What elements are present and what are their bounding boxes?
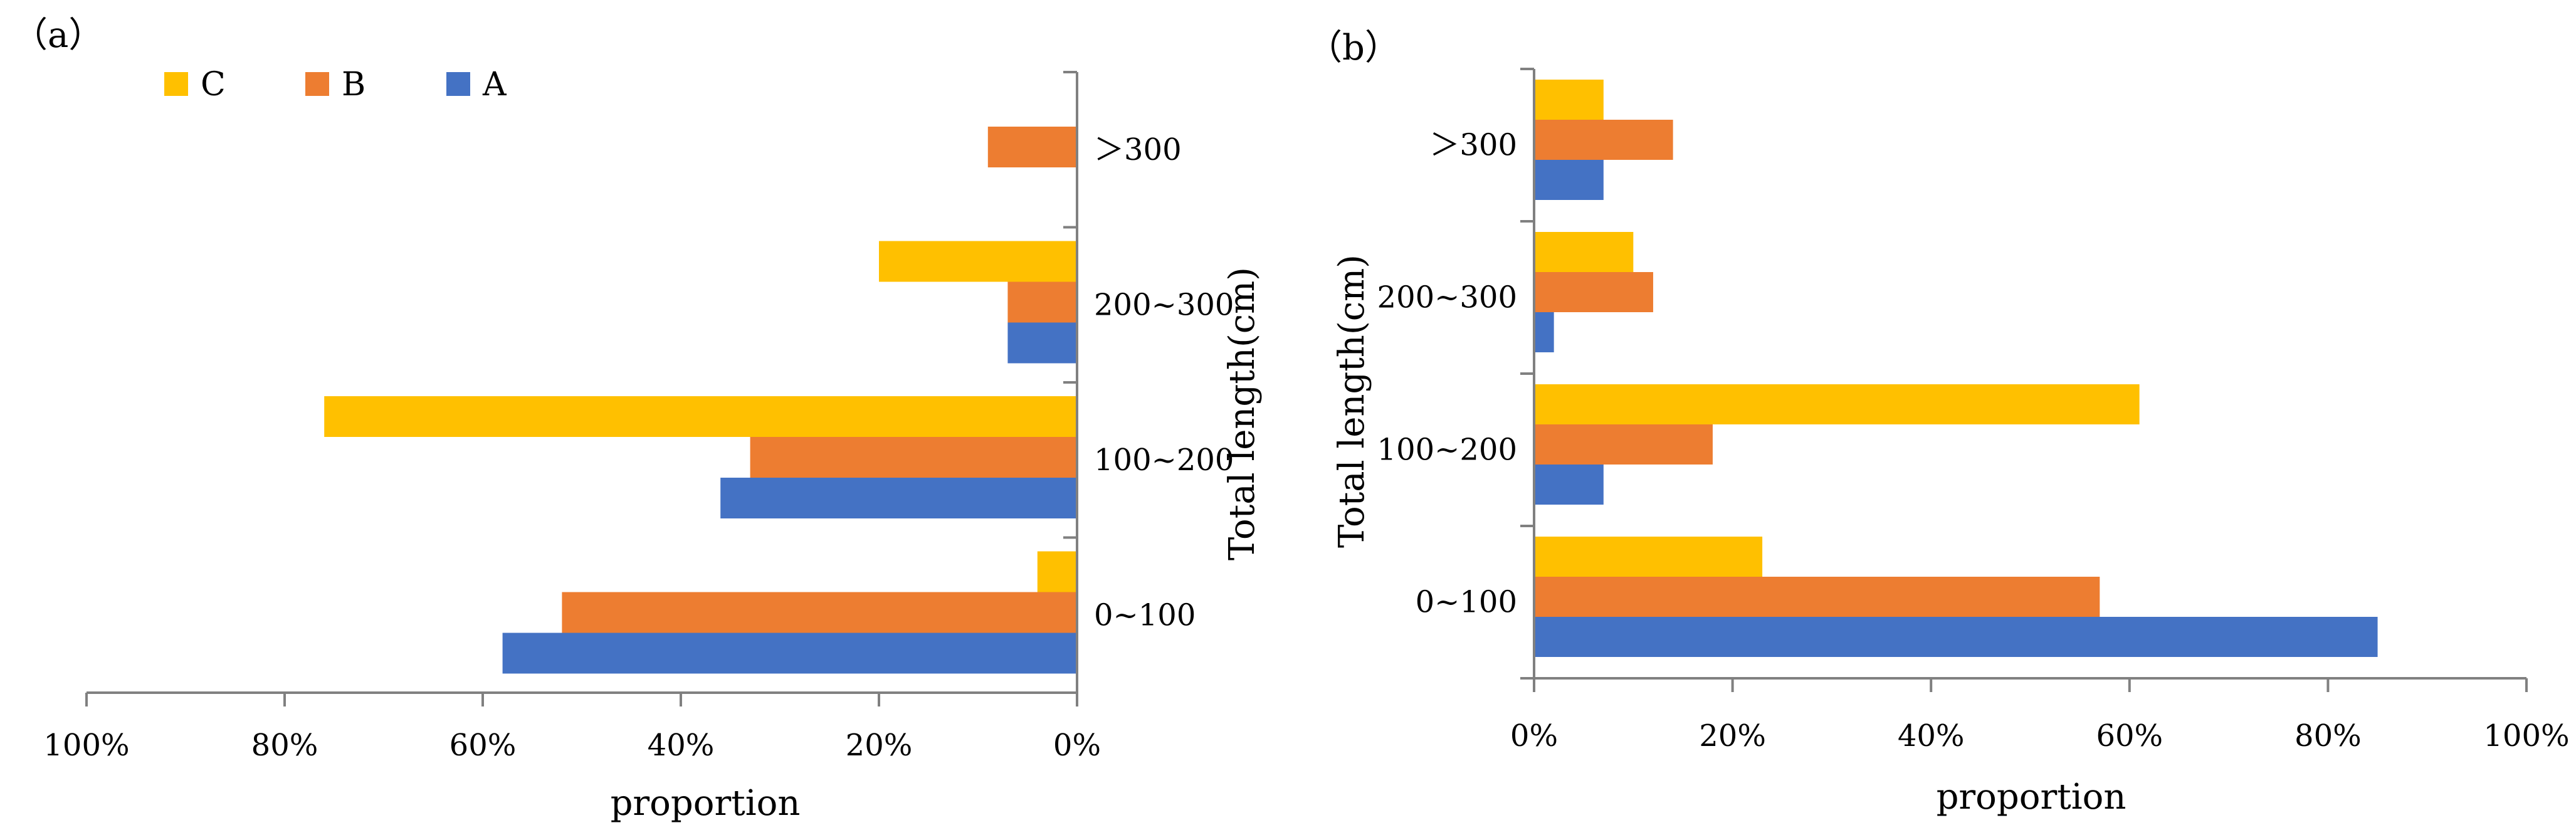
x-tick-label-a-4: 20% [846, 728, 913, 763]
x-tick-label-b-1: 20% [1699, 718, 1766, 754]
panel-a-x-ticks: 100% 80% 60% 40% 20% 0% [43, 693, 1101, 763]
bar-b-c-1 [1534, 384, 2140, 424]
panel-b-x-axis-title: proportion [1937, 777, 2127, 817]
legend-a: C B A [164, 66, 507, 103]
bar-b-a-2 [1534, 312, 1554, 352]
x-tick-label-a-0: 100% [43, 728, 129, 763]
panel-b-category-labels: 0~100 100~200 200~300 ＞300 [1377, 128, 1517, 620]
panel-a-category-labels: 0~100 100~200 200~300 ＞300 [1094, 132, 1234, 633]
x-tick-label-b-4: 80% [2295, 718, 2362, 754]
bar-a-a-2 [1007, 322, 1077, 364]
x-tick-label-a-1: 80% [251, 728, 318, 763]
bar-b-c-0 [1534, 537, 1763, 577]
panel-a-label: （a） [13, 15, 103, 56]
bar-a-b-2 [1007, 281, 1077, 323]
category-label-a-1: 100~200 [1094, 443, 1234, 478]
category-label-b-0: 0~100 [1416, 585, 1517, 620]
panel-b-y-ticks [1520, 68, 1534, 680]
legend-label-b: B [342, 66, 365, 103]
bar-b-a-0 [1534, 617, 2378, 657]
bar-b-b-1 [1534, 424, 1713, 465]
panel-b: （b） 0% 20% 40% 60% 80% 100% 0~100 100~200 200~3… [1307, 28, 2570, 817]
bar-a-b-3 [987, 127, 1077, 167]
bar-b-b-0 [1534, 577, 2100, 617]
category-label-b-2: 200~300 [1377, 280, 1517, 315]
bar-a-c-0 [1037, 551, 1077, 592]
panel-a-y-ticks [1063, 71, 1077, 694]
panel-a-bars [324, 127, 1078, 674]
bar-a-b-1 [750, 437, 1077, 478]
bar-a-a-0 [502, 633, 1077, 674]
x-tick-label-b-2: 40% [1898, 718, 1965, 754]
bar-b-a-1 [1534, 465, 1604, 505]
bar-b-c-2 [1534, 232, 1634, 272]
category-label-b-3: ＞300 [1429, 128, 1517, 163]
legend-swatch-a [446, 72, 470, 96]
bar-a-c-2 [879, 241, 1077, 282]
legend-swatch-c [164, 72, 188, 96]
x-tick-label-a-2: 60% [449, 728, 517, 763]
panel-a-x-axis-title: proportion [611, 783, 801, 824]
category-label-a-0: 0~100 [1094, 597, 1196, 633]
panel-b-label: （b） [1307, 28, 1400, 68]
category-label-a-2: 200~300 [1094, 287, 1234, 322]
x-tick-label-b-0: 0% [1510, 718, 1558, 754]
x-tick-label-a-5: 0% [1053, 728, 1101, 763]
bar-a-b-0 [562, 592, 1077, 633]
bar-b-a-3 [1534, 160, 1604, 200]
x-tick-label-b-3: 60% [2096, 718, 2163, 754]
bar-a-a-1 [720, 478, 1077, 518]
category-label-a-3: ＞300 [1094, 132, 1182, 167]
panel-b-bars [1534, 80, 2378, 657]
panel-a-y-axis-title: Total length(cm) [1222, 267, 1263, 560]
x-tick-label-a-3: 40% [648, 728, 715, 763]
panel-b-x-ticks: 0% 20% 40% 60% 80% 100% [1510, 678, 2570, 754]
bar-b-b-2 [1534, 272, 1653, 312]
legend-label-c: C [201, 66, 226, 103]
legend-label-a: A [482, 66, 507, 103]
legend-swatch-b [305, 72, 329, 96]
bar-a-c-1 [324, 396, 1078, 437]
bar-b-c-3 [1534, 80, 1604, 120]
panel-b-y-axis-title: Total length(cm) [1332, 255, 1372, 548]
panel-a: （a） C B A 100% 80% 60% 40% 20% 0% 0~100 100~20… [13, 15, 1263, 824]
bar-b-b-3 [1534, 120, 1673, 160]
x-tick-label-b-5: 100% [2483, 718, 2569, 754]
category-label-b-1: 100~200 [1377, 433, 1517, 468]
